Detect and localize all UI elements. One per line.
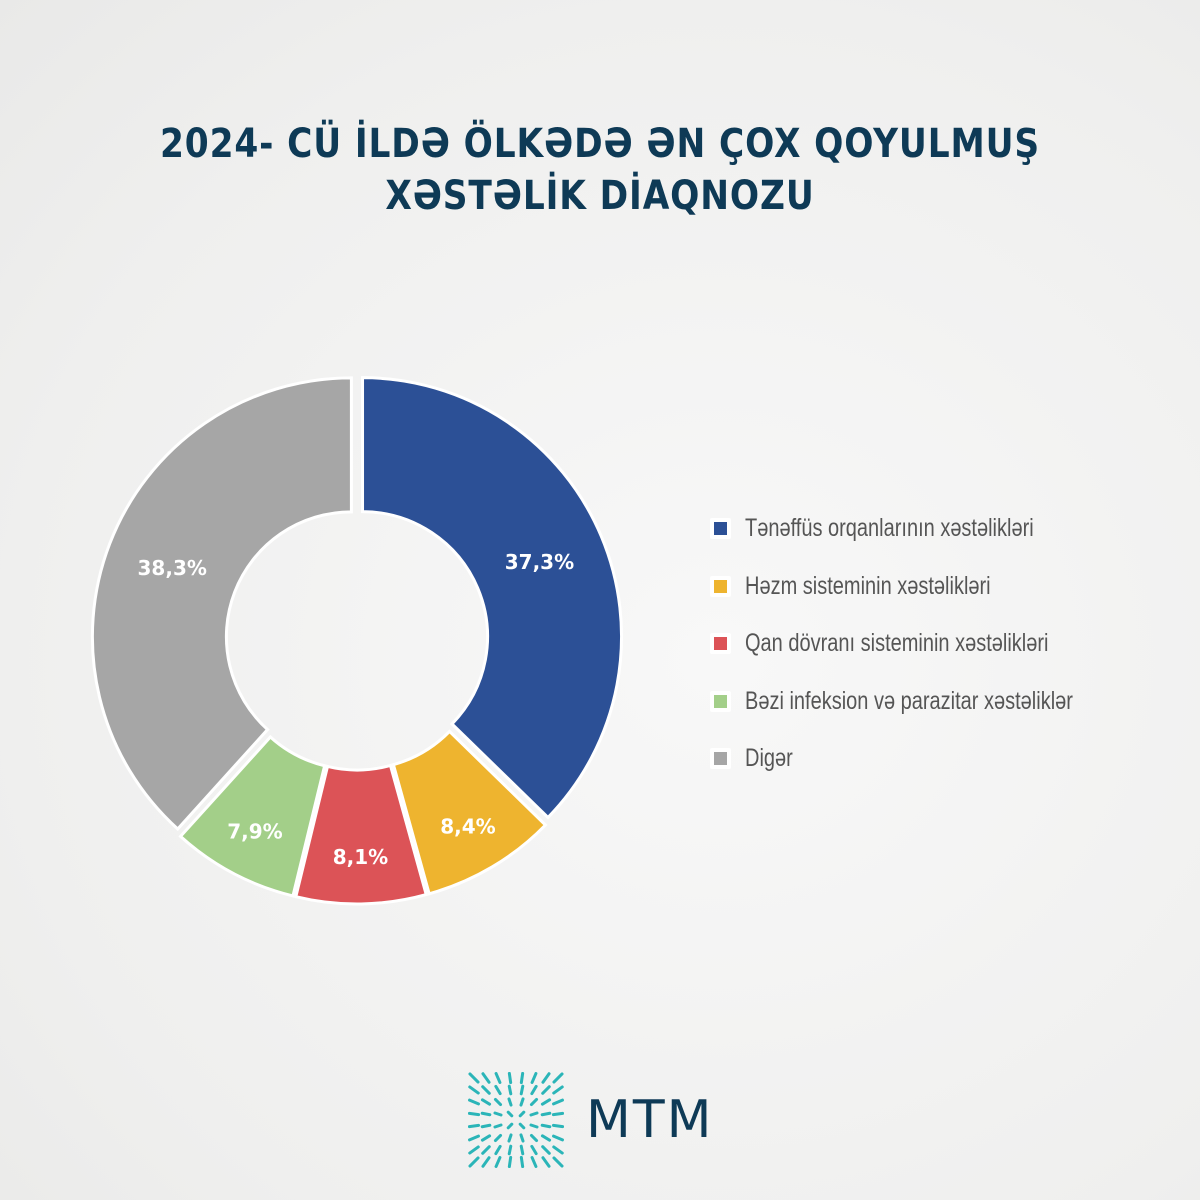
logo-dash bbox=[493, 1097, 503, 1107]
legend-label: Qan dövranı sisteminin xəstəlikləri bbox=[745, 629, 1049, 658]
data-label: 37,3% bbox=[505, 550, 574, 574]
logo-dash bbox=[507, 1097, 513, 1107]
data-label: 8,1% bbox=[333, 845, 388, 869]
logo-dash bbox=[552, 1085, 564, 1095]
logo-dash bbox=[493, 1111, 503, 1117]
logo-dash bbox=[494, 1156, 502, 1168]
legend-item: Bəzi infeksion və parazitar xəstəliklər bbox=[710, 673, 1155, 731]
legend: Tənəffüs orqanlarının xəstəlikləri Həzm … bbox=[710, 500, 1155, 788]
legend-item: Qan dövranı sisteminin xəstəlikləri bbox=[710, 615, 1155, 673]
logo-dash bbox=[518, 1110, 526, 1118]
logo-dash bbox=[468, 1123, 481, 1129]
logo-dash bbox=[519, 1097, 525, 1107]
logo-dash bbox=[541, 1145, 551, 1155]
logo-dash bbox=[519, 1072, 525, 1085]
logo-dash bbox=[480, 1111, 492, 1117]
legend-item: Tənəffüs orqanlarının xəstəlikləri bbox=[710, 500, 1155, 558]
legend-item: Həzm sisteminin xəstəlikləri bbox=[710, 558, 1155, 616]
logo-dash bbox=[540, 1098, 552, 1106]
logo-dash bbox=[518, 1122, 526, 1130]
logo-dash bbox=[552, 1072, 564, 1084]
logo-dash bbox=[468, 1111, 481, 1117]
data-label: 7,9% bbox=[227, 820, 282, 844]
logo-dash bbox=[530, 1084, 538, 1096]
logo-dash bbox=[468, 1156, 480, 1168]
legend-swatch bbox=[710, 690, 731, 712]
logo-dash bbox=[494, 1072, 502, 1084]
logo-dash bbox=[551, 1123, 564, 1129]
logo-dash bbox=[540, 1134, 552, 1142]
logo-dash bbox=[481, 1145, 491, 1155]
logo-dash bbox=[529, 1111, 539, 1117]
logo-dash bbox=[529, 1123, 539, 1129]
legend-swatch bbox=[710, 575, 731, 597]
logo-dash bbox=[552, 1156, 564, 1168]
logo-dash bbox=[480, 1098, 492, 1106]
logo-dash bbox=[519, 1084, 525, 1096]
logo-dash bbox=[540, 1123, 552, 1129]
logo-dash bbox=[552, 1098, 564, 1106]
logo-dash bbox=[552, 1134, 564, 1142]
logo-dash bbox=[468, 1145, 480, 1155]
legend-item: Digər bbox=[710, 730, 1155, 788]
logo-dash bbox=[506, 1122, 514, 1130]
logo-dash bbox=[519, 1144, 525, 1156]
logo-dash bbox=[507, 1084, 513, 1096]
logo-dash bbox=[552, 1145, 564, 1155]
legend-label: Bəzi infeksion və parazitar xəstəliklər bbox=[745, 686, 1073, 715]
logo-dash bbox=[468, 1072, 480, 1084]
logo-dash bbox=[507, 1144, 513, 1156]
logo-dash bbox=[481, 1085, 491, 1095]
logo-dash bbox=[529, 1097, 539, 1107]
logo-mark-icon bbox=[468, 1072, 564, 1168]
logo-dash bbox=[507, 1133, 513, 1143]
slice-4 bbox=[90, 376, 353, 832]
chart-title: 2024- CÜ İLDƏ ÖLKƏDƏ ƏN ÇOX QOYULMUŞ XƏS… bbox=[159, 121, 1041, 219]
logo-dash bbox=[541, 1156, 551, 1168]
data-label: 38,3% bbox=[138, 556, 207, 580]
logo-dash bbox=[480, 1123, 492, 1129]
slice-2 bbox=[294, 763, 429, 906]
logo-dash bbox=[506, 1110, 514, 1118]
logo-dash bbox=[541, 1072, 551, 1084]
logo-dash bbox=[468, 1134, 480, 1142]
mtm-logo: MTM bbox=[468, 1072, 714, 1168]
logo-dash bbox=[541, 1085, 551, 1095]
logo-dash bbox=[530, 1144, 538, 1156]
logo-dash bbox=[480, 1134, 492, 1142]
logo-dash bbox=[493, 1123, 503, 1129]
logo-dash bbox=[468, 1098, 480, 1106]
legend-label: Həzm sisteminin xəstəlikləri bbox=[745, 571, 991, 600]
legend-swatch bbox=[710, 633, 731, 655]
logo-dash bbox=[493, 1133, 503, 1143]
logo-dash bbox=[530, 1156, 538, 1168]
logo-dash bbox=[481, 1156, 491, 1168]
logo-dash bbox=[529, 1133, 539, 1143]
logo-dash bbox=[507, 1072, 513, 1085]
logo-dash bbox=[530, 1072, 538, 1084]
slice-0 bbox=[361, 376, 624, 820]
logo-dash bbox=[481, 1072, 491, 1084]
logo-dash bbox=[494, 1144, 502, 1156]
slice-1 bbox=[391, 729, 548, 896]
logo-text: MTM bbox=[586, 1090, 714, 1150]
data-label: 8,4% bbox=[440, 815, 495, 839]
logo-dash bbox=[519, 1133, 525, 1143]
slice-3 bbox=[178, 734, 327, 898]
logo-dash bbox=[494, 1084, 502, 1096]
logo-dash bbox=[551, 1111, 564, 1117]
legend-label: Digər bbox=[745, 744, 793, 773]
legend-label: Tənəffüs orqanlarının xəstəlikləri bbox=[745, 514, 1034, 543]
logo-dash bbox=[507, 1155, 513, 1168]
logo-dash bbox=[519, 1155, 525, 1168]
legend-swatch bbox=[710, 748, 731, 770]
legend-swatch bbox=[710, 518, 731, 540]
logo-dash bbox=[468, 1085, 480, 1095]
logo-dash bbox=[540, 1111, 552, 1117]
